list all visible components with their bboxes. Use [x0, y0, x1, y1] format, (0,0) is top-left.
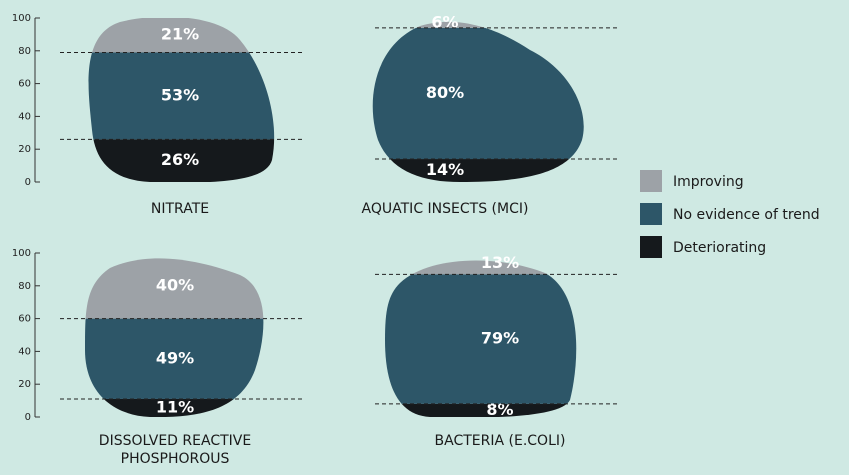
value-label: 11%: [156, 397, 194, 416]
y-tick-label: 20: [18, 379, 31, 390]
stone-segment: [88, 52, 275, 140]
y-tick-label: 100: [12, 13, 31, 24]
value-label: 14%: [426, 160, 464, 179]
value-label: 79%: [481, 329, 519, 348]
y-tick-label: 0: [25, 177, 31, 188]
value-label: 13%: [481, 253, 519, 272]
legend-label: Deteriorating: [673, 240, 766, 256]
stone-segment: [372, 21, 584, 28]
value-label: 40%: [156, 275, 194, 294]
y-tick-label: 80: [18, 46, 31, 57]
y-tick-label: 60: [18, 314, 31, 325]
value-label: 8%: [486, 400, 513, 419]
legend-swatch: [640, 203, 662, 225]
y-tick-label: 0: [25, 412, 31, 423]
category-label: NITRATE: [150, 201, 210, 217]
y-tick-label: 40: [18, 111, 31, 122]
y-tick-label: 20: [18, 144, 31, 155]
value-label: 49%: [156, 348, 194, 367]
value-label: 21%: [161, 25, 199, 44]
stone-segment: [385, 274, 577, 404]
y-tick-label: 40: [18, 346, 31, 357]
legend-swatch: [640, 236, 662, 258]
stone: [88, 18, 275, 182]
y-tick-label: 60: [18, 79, 31, 90]
legend-swatch: [640, 170, 662, 192]
stone-segment: [372, 27, 584, 160]
y-tick-label: 100: [12, 248, 31, 259]
stone-segment: [385, 403, 577, 417]
value-label: 80%: [426, 83, 464, 102]
stone-segment: [85, 318, 264, 399]
stone: [385, 260, 577, 417]
value-label: 53%: [161, 85, 199, 104]
value-label: 6%: [431, 12, 458, 31]
legend-label: No evidence of trend: [673, 207, 820, 223]
category-label: BACTERIA (E.COLI): [434, 433, 566, 449]
y-tick-label: 80: [18, 281, 31, 292]
stone-segment: [88, 139, 275, 182]
stone: [372, 21, 584, 182]
category-label: DISSOLVED REACTIVE PHOSPHOROUS: [98, 433, 252, 467]
stone-segment: [372, 159, 584, 182]
legend-label: Improving: [673, 174, 744, 190]
value-label: 26%: [161, 150, 199, 169]
category-label: AQUATIC INSECTS (MCI): [361, 201, 529, 217]
